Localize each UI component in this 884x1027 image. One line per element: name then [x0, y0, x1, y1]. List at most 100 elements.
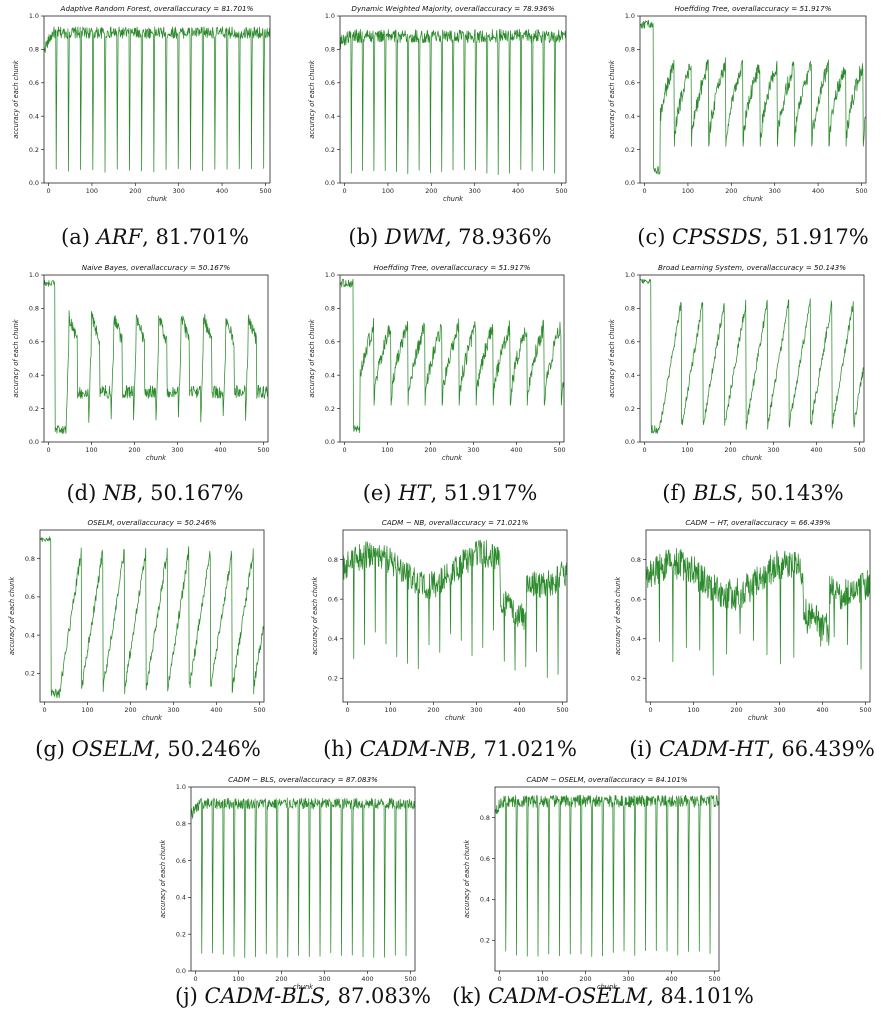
- y-tick-label: 0.8: [480, 814, 490, 822]
- chart-title-b: Dynamic Weighted Majority, overallaccura…: [351, 4, 554, 13]
- y-tick-label: 0.8: [625, 46, 635, 54]
- y-tick-label: 0.2: [25, 670, 35, 678]
- x-axis-label-c: chunk: [743, 195, 764, 203]
- y-axis-label-e: accuracy of each chunk: [308, 318, 316, 397]
- chart-title-a: Adaptive Random Forest, overallaccuracy …: [60, 4, 254, 13]
- series-line-h: [342, 540, 567, 679]
- chart-panel-c: Hoeffding Tree, overallaccuracy = 51.917…: [608, 4, 869, 249]
- x-tick-label: 100: [232, 975, 244, 983]
- caption-c: (c) CPSSDS, 51.917%: [637, 225, 868, 249]
- x-tick-label: 200: [579, 975, 591, 983]
- plot-frame-a: [43, 15, 271, 184]
- chart-title-h: CADM − NB, overallaccuracy = 71.021%: [382, 518, 529, 527]
- y-tick-label: 0.6: [325, 338, 335, 346]
- y-axis-label-d: accuracy of each chunk: [12, 318, 20, 397]
- y-tick-label: 0.2: [631, 674, 641, 682]
- x-tick-label: 500: [555, 187, 567, 195]
- y-tick-label: 0.6: [29, 338, 39, 346]
- y-tick-label: 1.0: [325, 12, 335, 20]
- chart-panel-j: CADM − BLS, overallaccuracy = 87.083% 0 10…: [159, 775, 431, 1008]
- x-tick-label: 0: [642, 446, 646, 454]
- x-tick-label: 500: [553, 446, 565, 454]
- x-tick-label: 300: [467, 446, 479, 454]
- x-tick-label: 500: [404, 975, 416, 983]
- caption-i: (i) CADM-HT, 66.439%: [629, 737, 875, 761]
- chart-panel-d: Naive Bayes, overallaccuracy = 50.167% 0 1…: [12, 263, 270, 505]
- chart-title-e: Hoeffding Tree, overallaccuracy = 51.917…: [374, 263, 531, 272]
- y-tick-label: 1.0: [625, 12, 635, 20]
- x-tick-label: 300: [167, 706, 179, 714]
- x-tick-label: 500: [556, 706, 568, 714]
- y-tick-label: 0.0: [29, 438, 39, 446]
- y-axis-label-f: accuracy of each chunk: [608, 318, 616, 397]
- chart-panel-f: Broad Learning System, overallaccuracy =…: [608, 263, 866, 505]
- y-tick-label: 1.0: [625, 271, 635, 279]
- x-tick-label: 0: [342, 446, 346, 454]
- series-line-i: [645, 548, 870, 676]
- y-tick-label: 0.6: [625, 79, 635, 87]
- x-tick-label: 200: [730, 706, 742, 714]
- y-axis-label-g: accuracy of each chunk: [8, 576, 16, 655]
- y-axis-label-h: accuracy of each chunk: [311, 576, 319, 655]
- x-tick-label: 0: [42, 706, 46, 714]
- plot-frame-i: [645, 529, 871, 703]
- series-line-a: [43, 26, 270, 173]
- chart-title-k: CADM − OSELM, overallaccuracy = 84.101%: [526, 775, 687, 784]
- y-axis-label-k: accuracy of each chunk: [463, 839, 471, 918]
- x-tick-label: 300: [318, 975, 330, 983]
- x-tick-label: 200: [725, 187, 737, 195]
- x-tick-label: 200: [129, 187, 141, 195]
- y-tick-label: 0.4: [480, 896, 490, 904]
- x-tick-label: 400: [210, 706, 222, 714]
- y-tick-label: 0.4: [325, 112, 335, 120]
- y-tick-label: 0.0: [625, 438, 635, 446]
- x-axis-label-h: chunk: [445, 714, 466, 722]
- y-tick-label: 0.4: [25, 631, 35, 639]
- plot-frame-h: [342, 529, 568, 703]
- y-tick-label: 0.4: [631, 635, 641, 643]
- y-tick-label: 0.6: [480, 855, 490, 863]
- x-axis-label-j: chunk: [293, 983, 314, 991]
- x-tick-label: 0: [46, 187, 50, 195]
- y-axis-label-b: accuracy of each chunk: [308, 59, 316, 138]
- x-tick-label: 400: [513, 706, 525, 714]
- y-tick-label: 0.8: [325, 46, 335, 54]
- y-tick-label: 0.6: [325, 79, 335, 87]
- plot-frame-k: [494, 786, 720, 972]
- y-tick-label: 0.0: [29, 179, 39, 187]
- plot-frame-b: [339, 15, 567, 184]
- y-tick-label: 0.2: [328, 674, 338, 682]
- chart-panel-k: CADM − OSELM, overallaccuracy = 84.101% 0…: [452, 775, 754, 1008]
- series-line-k: [494, 794, 719, 957]
- chart-panel-h: CADM − NB, overallaccuracy = 71.021% 0 100…: [311, 518, 577, 761]
- x-tick-label: 300: [173, 187, 185, 195]
- plot-frame-g: [39, 529, 265, 703]
- x-axis-label-d: chunk: [146, 454, 167, 462]
- x-tick-label: 400: [510, 446, 522, 454]
- chart-title-d: Naive Bayes, overallaccuracy = 50.167%: [82, 263, 231, 272]
- y-tick-label: 0.2: [325, 405, 335, 413]
- x-tick-label: 500: [853, 446, 865, 454]
- y-axis-label-j: accuracy of each chunk: [159, 839, 167, 918]
- x-tick-label: 0: [193, 975, 197, 983]
- chart-title-f: Broad Learning System, overallaccuracy =…: [658, 263, 846, 272]
- y-tick-label: 0.8: [328, 556, 338, 564]
- caption-a: (a) ARF, 81.701%: [61, 225, 249, 249]
- x-tick-label: 100: [687, 706, 699, 714]
- y-tick-label: 0.2: [29, 405, 39, 413]
- y-tick-label: 0.4: [625, 371, 635, 379]
- x-tick-label: 0: [342, 187, 346, 195]
- y-tick-label: 0.8: [625, 305, 635, 313]
- y-tick-label: 0.4: [176, 894, 186, 902]
- y-tick-label: 0.2: [625, 146, 635, 154]
- plot-frame-c: [639, 15, 867, 184]
- x-tick-label: 200: [425, 187, 437, 195]
- x-tick-label: 100: [81, 706, 93, 714]
- x-tick-label: 400: [512, 187, 524, 195]
- x-axis-label-a: chunk: [147, 195, 168, 203]
- x-tick-label: 100: [86, 187, 98, 195]
- x-tick-label: 200: [724, 446, 736, 454]
- x-tick-label: 300: [773, 706, 785, 714]
- chart-title-i: CADM − HT, overallaccuracy = 66.439%: [685, 518, 830, 527]
